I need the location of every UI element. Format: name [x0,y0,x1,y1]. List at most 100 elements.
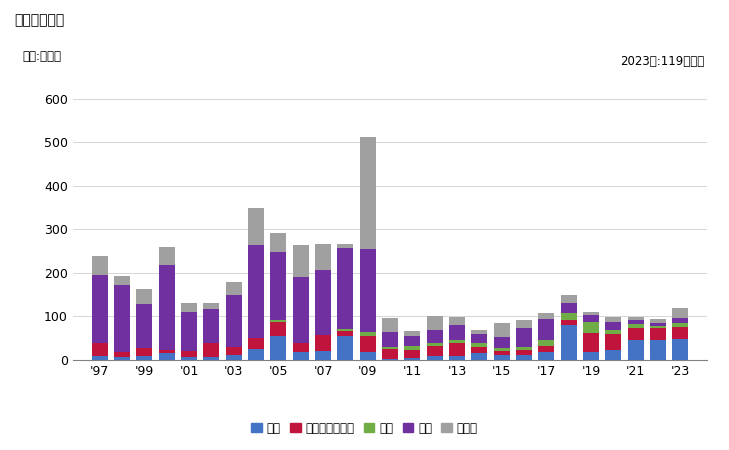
Bar [382,347,398,349]
Bar [449,325,465,340]
Bar [136,356,152,360]
Bar [226,347,242,355]
Bar [538,346,554,352]
Bar [605,351,621,360]
Bar [359,332,375,336]
Bar [203,343,219,356]
Bar [382,349,398,359]
Bar [92,356,108,360]
Bar [426,330,443,342]
Bar [292,277,308,342]
Bar [561,295,577,302]
Bar [650,323,666,326]
Text: 単位:万トン: 単位:万トン [22,50,61,63]
Bar [270,322,286,336]
Bar [472,334,488,343]
Bar [628,317,644,320]
Bar [605,322,621,330]
Bar [181,351,197,356]
Bar [248,338,264,349]
Bar [494,355,510,360]
Bar [315,270,331,335]
Bar [114,356,130,360]
Bar [159,353,175,360]
Bar [583,312,599,315]
Bar [92,256,108,274]
Bar [672,318,688,324]
Bar [672,327,688,339]
Bar [628,340,644,360]
Bar [114,352,130,356]
Bar [292,352,308,360]
Bar [226,283,242,295]
Bar [270,252,286,320]
Bar [270,336,286,360]
Bar [315,351,331,360]
Bar [405,350,421,358]
Bar [538,319,554,340]
Text: 2023年:119万トン: 2023年:119万トン [620,55,704,68]
Bar [516,320,532,328]
Bar [628,320,644,324]
Bar [650,319,666,323]
Bar [292,342,308,352]
Bar [538,352,554,360]
Bar [92,343,108,356]
Bar [516,355,532,360]
Bar [561,325,577,360]
Bar [472,347,488,353]
Bar [472,329,488,334]
Bar [315,335,331,351]
Bar [114,285,130,352]
Bar [472,343,488,347]
Bar [203,303,219,309]
Bar [650,340,666,360]
Bar [136,304,152,348]
Bar [449,356,465,360]
Legend: 中国, ルクセンブルク, 台湾, 韓国, その他: 中国, ルクセンブルク, 台湾, 韓国, その他 [246,417,483,440]
Bar [405,358,421,360]
Bar [181,302,197,312]
Bar [159,350,175,353]
Bar [338,248,354,328]
Bar [494,348,510,351]
Bar [226,355,242,360]
Bar [136,289,152,304]
Bar [583,352,599,360]
Bar [672,339,688,360]
Bar [226,295,242,347]
Bar [494,351,510,355]
Bar [270,233,286,252]
Bar [426,356,443,360]
Bar [538,340,554,346]
Bar [359,336,375,352]
Bar [114,276,130,285]
Text: 輸入量の推移: 輸入量の推移 [15,14,65,27]
Bar [159,247,175,265]
Bar [583,322,599,333]
Bar [583,315,599,322]
Bar [405,336,421,346]
Bar [92,274,108,343]
Bar [405,346,421,350]
Bar [315,244,331,270]
Bar [583,333,599,352]
Bar [159,265,175,350]
Bar [650,326,666,328]
Bar [628,324,644,328]
Bar [650,328,666,340]
Bar [494,337,510,348]
Bar [561,302,577,313]
Bar [338,244,354,248]
Bar [382,332,398,347]
Bar [203,356,219,360]
Bar [181,356,197,360]
Bar [605,334,621,351]
Bar [338,331,354,336]
Bar [270,320,286,322]
Bar [359,248,375,332]
Bar [248,245,264,338]
Bar [472,353,488,360]
Bar [426,346,443,356]
Bar [516,347,532,350]
